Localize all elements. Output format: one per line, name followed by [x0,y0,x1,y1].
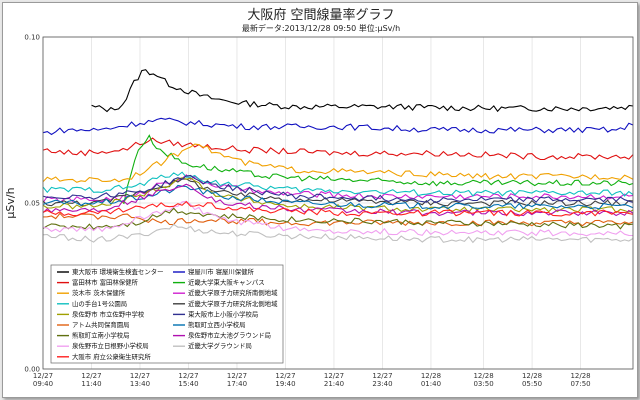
x-tick-time: 07:50 [570,380,590,388]
legend-entry: 熊取町立南小学校局 [72,331,130,340]
legend-entry: 寝屋川市 寝屋川保健所 [188,267,255,276]
legend-entry: 泉佐野市 市立佐野中学校 [72,309,145,318]
x-tick-date: 12/28 [473,372,493,380]
legend-entry: 泉佐野市立大池グラウンド局 [188,331,271,340]
series-line [42,171,634,197]
x-tick-time: 03:50 [473,380,493,388]
series-line [42,177,634,214]
x-tick-time: 15:40 [178,380,198,388]
x-tick-time: 21:40 [324,380,344,388]
series-line [42,207,634,230]
y-ticks: 0.10 0.05 0.00 [24,34,40,374]
x-tick-date: 12/27 [81,372,101,380]
x-tick-date: 12/28 [421,372,441,380]
y-axis-label: μSv/h [4,187,17,218]
legend-entry: 近畿大学グラウンド局 [188,341,252,350]
series-line [42,200,634,237]
legend-entry: 東大阪市 環境衛生検査センター [72,267,164,276]
series-line [91,69,634,113]
series-line [42,143,634,183]
x-tick-time: 05:50 [522,380,542,388]
x-tick-date: 12/27 [178,372,198,380]
legend-entry: 熊取町立西小学校局 [188,320,246,329]
chart-subtitle: 最新データ:2013/12/28 09:50 単位:μSv/h [242,23,400,33]
series-line [42,183,634,217]
legend-entry: アトム共同保育園局 [72,320,130,329]
series-line [43,223,634,244]
legend-entry: 近畿大学原子力研究所北側地域 [188,299,278,308]
chart-title: 大阪府 空間線量率グラフ [247,7,394,23]
x-tick-date: 12/27 [324,372,344,380]
legend-entry: 近畿大学原子力研究所南側地域 [188,288,278,297]
x-tick-date: 12/28 [522,372,542,380]
y-tick-label: 0.05 [24,200,40,208]
x-tick-date: 12/28 [570,372,590,380]
legend-entry: 泉佐野市立日根野小学校局 [72,341,149,350]
series-line [43,212,634,227]
series-line [42,200,634,217]
x-tick-time: 19:40 [275,380,295,388]
legend-entry: 近畿大学東大阪キャンパス [188,278,265,287]
y-tick-label: 0.00 [24,366,40,374]
series-line [42,117,634,136]
x-tick-date: 12/27 [33,372,53,380]
x-tick-time: 01:40 [421,380,441,388]
series-line [42,137,634,161]
y-tick-label: 0.10 [24,34,40,42]
plot-area [42,36,634,370]
x-tick-date: 12/27 [227,372,247,380]
legend-entry: 東大阪市上小阪小学校局 [188,309,258,318]
x-tick-time: 09:40 [33,380,53,388]
legend-entry: 山の手台1号公園局 [72,299,127,308]
series-line [42,184,634,210]
x-tick-date: 12/27 [130,372,150,380]
x-tick-date: 12/27 [372,372,392,380]
series-line [123,134,634,205]
x-tick-time: 11:40 [81,380,101,388]
series-lines [42,69,634,244]
x-tick-time: 13:40 [130,380,150,388]
legend-entry: 富田林市 富田林保健所 [72,278,139,287]
x-ticks: 12/2709:4012/2711:4012/2713:4012/2715:40… [33,372,591,388]
series-line [42,174,634,204]
x-tick-time: 23:40 [372,380,392,388]
legend-entry: 茨木市 茨木保健所 [72,288,126,297]
legend-entry: 大阪市 府立公衆衛生研究所 [72,352,151,361]
x-tick-time: 17:40 [227,380,247,388]
legend-box [50,264,284,364]
x-tick-date: 12/27 [275,372,295,380]
chart-canvas: 大阪府 空間線量率グラフ 最新データ:2013/12/28 09:50 単位:μ… [4,7,634,388]
